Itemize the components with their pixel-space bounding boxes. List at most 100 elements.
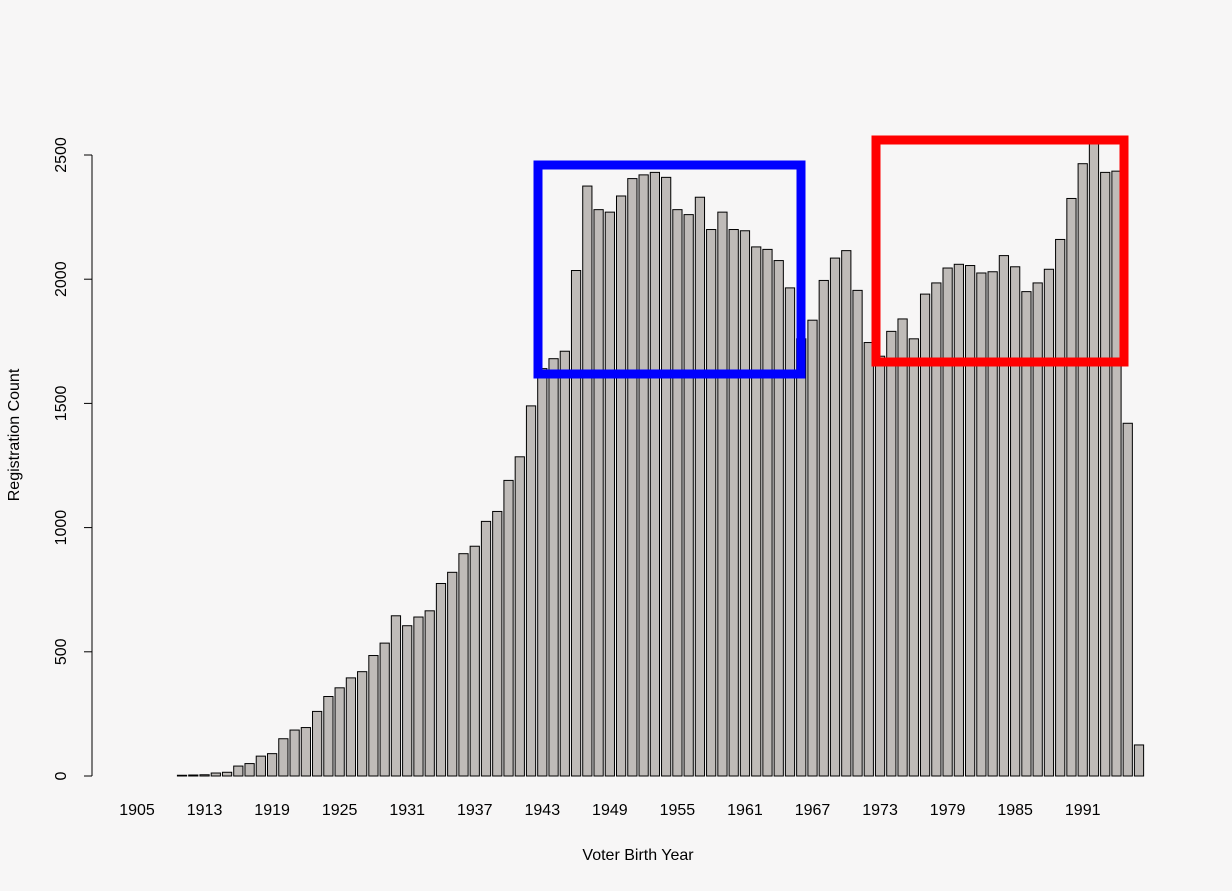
bar bbox=[796, 338, 807, 777]
bar bbox=[1122, 422, 1133, 777]
bar bbox=[604, 211, 615, 777]
bar bbox=[773, 260, 784, 777]
x-tick-label: 1949 bbox=[592, 802, 628, 819]
bar bbox=[829, 257, 841, 777]
bar bbox=[210, 772, 221, 777]
bar bbox=[323, 696, 334, 777]
y-axis-label: Registration Count bbox=[6, 368, 23, 501]
bar bbox=[503, 479, 514, 777]
bar bbox=[593, 209, 604, 777]
bar bbox=[255, 755, 266, 777]
bar bbox=[1021, 291, 1032, 777]
bar bbox=[413, 616, 424, 777]
bar bbox=[570, 270, 582, 777]
y-tick-label: 2000 bbox=[53, 261, 70, 297]
bar bbox=[1133, 744, 1145, 777]
bar bbox=[762, 248, 773, 777]
x-tick-label: 1913 bbox=[187, 802, 223, 819]
bar bbox=[435, 582, 447, 777]
bar bbox=[514, 456, 525, 777]
y-tick-label: 500 bbox=[53, 638, 70, 665]
bar bbox=[424, 610, 435, 777]
bar bbox=[469, 545, 480, 777]
bar bbox=[312, 710, 323, 777]
bar bbox=[233, 765, 244, 777]
bar bbox=[919, 293, 931, 777]
bar bbox=[942, 267, 953, 777]
bar bbox=[447, 571, 458, 777]
bar bbox=[998, 255, 1010, 777]
bar bbox=[852, 289, 863, 777]
bar bbox=[874, 355, 886, 777]
bar bbox=[706, 229, 717, 777]
bar bbox=[897, 318, 908, 777]
bar bbox=[784, 287, 796, 777]
bar bbox=[1066, 197, 1077, 777]
bar bbox=[931, 282, 942, 777]
bar bbox=[368, 655, 379, 777]
bar bbox=[728, 229, 739, 777]
bar bbox=[672, 209, 683, 777]
bar bbox=[1077, 163, 1088, 777]
bar bbox=[402, 625, 413, 777]
bar bbox=[390, 615, 402, 777]
bar bbox=[953, 263, 964, 777]
bar bbox=[818, 279, 829, 777]
y-tick-label: 2500 bbox=[53, 137, 70, 173]
bar bbox=[1088, 142, 1100, 777]
y-tick-label: 0 bbox=[53, 771, 70, 780]
bar bbox=[1032, 282, 1043, 777]
bar bbox=[492, 510, 503, 777]
bars bbox=[176, 142, 1145, 777]
bar bbox=[266, 753, 278, 777]
bar bbox=[683, 214, 694, 777]
bar bbox=[661, 176, 672, 777]
x-tick-label: 1943 bbox=[525, 802, 561, 819]
bar bbox=[199, 774, 210, 777]
x-tick-label: 1931 bbox=[389, 802, 425, 819]
x-tick-label: 1919 bbox=[254, 802, 290, 819]
bar bbox=[863, 342, 874, 777]
bar bbox=[537, 368, 548, 777]
x-tick-label: 1985 bbox=[997, 802, 1033, 819]
bar bbox=[480, 520, 492, 777]
bar bbox=[176, 774, 188, 777]
bar bbox=[627, 178, 638, 777]
bar bbox=[582, 185, 593, 777]
bar bbox=[649, 171, 661, 777]
bar bbox=[1043, 268, 1055, 777]
x-tick-label: 1973 bbox=[862, 802, 898, 819]
x-tick-label: 1967 bbox=[795, 802, 831, 819]
bar bbox=[1010, 266, 1021, 777]
x-tick-label: 1979 bbox=[930, 802, 966, 819]
bar bbox=[807, 319, 818, 777]
x-tick-label: 1961 bbox=[727, 802, 763, 819]
bar bbox=[739, 230, 751, 777]
bar bbox=[458, 553, 469, 777]
bar bbox=[908, 338, 919, 777]
x-tick-label: 1905 bbox=[119, 802, 155, 819]
bar bbox=[221, 771, 233, 777]
x-axis-label: Voter Birth Year bbox=[582, 847, 694, 864]
bar bbox=[615, 195, 627, 777]
y-tick-label: 1000 bbox=[53, 510, 70, 546]
bar bbox=[188, 774, 199, 777]
bar bbox=[525, 405, 537, 777]
blue-highlight bbox=[533, 160, 806, 379]
bar bbox=[345, 677, 357, 777]
bar bbox=[334, 687, 345, 777]
x-tick-label: 1991 bbox=[1065, 802, 1101, 819]
x-tick-label: 1925 bbox=[322, 802, 358, 819]
bar bbox=[379, 642, 390, 777]
bar bbox=[751, 246, 762, 777]
bar bbox=[976, 272, 987, 777]
bar bbox=[244, 763, 255, 777]
bar bbox=[638, 174, 649, 777]
bar bbox=[278, 738, 289, 777]
x-tick-label: 1937 bbox=[457, 802, 493, 819]
bar bbox=[1100, 171, 1111, 777]
bar bbox=[717, 211, 728, 777]
bar bbox=[1055, 238, 1066, 777]
bar bbox=[559, 350, 570, 777]
